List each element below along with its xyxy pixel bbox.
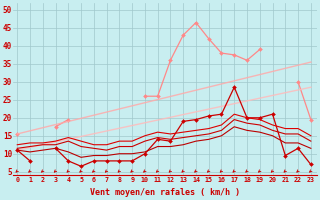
X-axis label: Vent moyen/en rafales ( km/h ): Vent moyen/en rafales ( km/h ) xyxy=(90,188,240,197)
